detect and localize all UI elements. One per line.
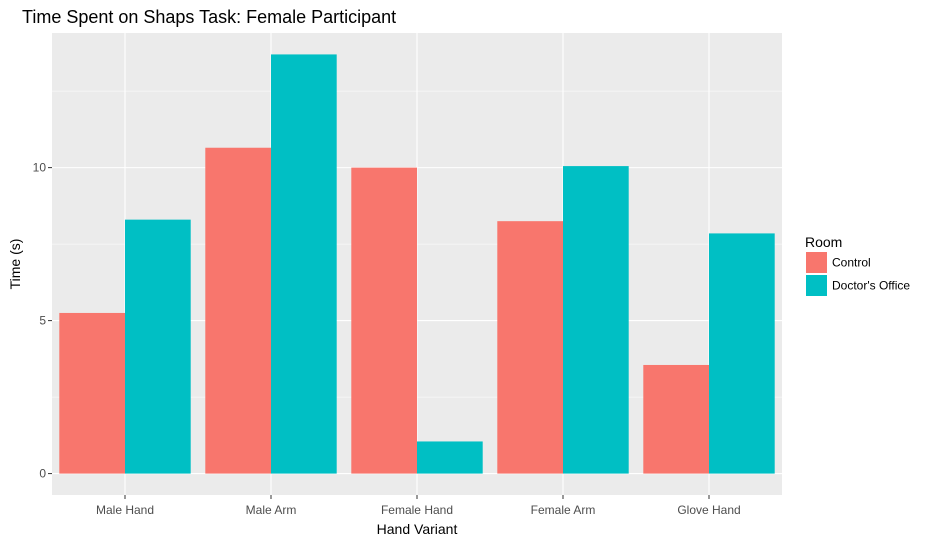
x-axis-title: Hand Variant xyxy=(377,521,458,537)
bar-male-arm-control xyxy=(205,147,271,474)
bar-female-arm-doctor-s-office xyxy=(563,166,629,474)
bars xyxy=(59,54,775,474)
legend-label: Control xyxy=(832,256,871,270)
x-axis: Male Hand Male Arm Female Hand Female Arm Gl… xyxy=(96,495,741,517)
y-tick-label: 10 xyxy=(33,161,47,175)
x-tick-label: Female Arm xyxy=(531,503,596,517)
x-tick-label: Glove Hand xyxy=(677,503,740,517)
x-tick-label: Female Hand xyxy=(381,503,453,517)
legend-key xyxy=(806,275,827,296)
bar-male-arm-doctor-s-office xyxy=(271,54,337,474)
bar-female-hand-doctor-s-office xyxy=(417,441,483,474)
bar-male-hand-control xyxy=(59,312,125,474)
bar-male-hand-doctor-s-office xyxy=(125,219,191,474)
y-tick-label: 0 xyxy=(39,467,46,481)
bar-female-hand-control xyxy=(351,167,417,474)
legend: Room Control Doctor's Office xyxy=(805,234,910,296)
x-tick-label: Male Hand xyxy=(96,503,154,517)
y-tick-label: 5 xyxy=(39,314,46,328)
legend-items: Control Doctor's Office xyxy=(806,252,910,296)
bar-female-arm-control xyxy=(497,221,563,474)
y-axis: 0 5 10 xyxy=(33,161,52,481)
legend-title: Room xyxy=(805,234,842,250)
y-axis-title: Time (s) xyxy=(7,239,23,290)
chart-title: Time Spent on Shaps Task: Female Partici… xyxy=(22,7,396,27)
legend-key xyxy=(806,252,827,273)
bar-glove-hand-control xyxy=(643,364,709,474)
x-tick-label: Male Arm xyxy=(246,503,297,517)
legend-label: Doctor's Office xyxy=(832,279,910,293)
bar-glove-hand-doctor-s-office xyxy=(709,233,775,474)
